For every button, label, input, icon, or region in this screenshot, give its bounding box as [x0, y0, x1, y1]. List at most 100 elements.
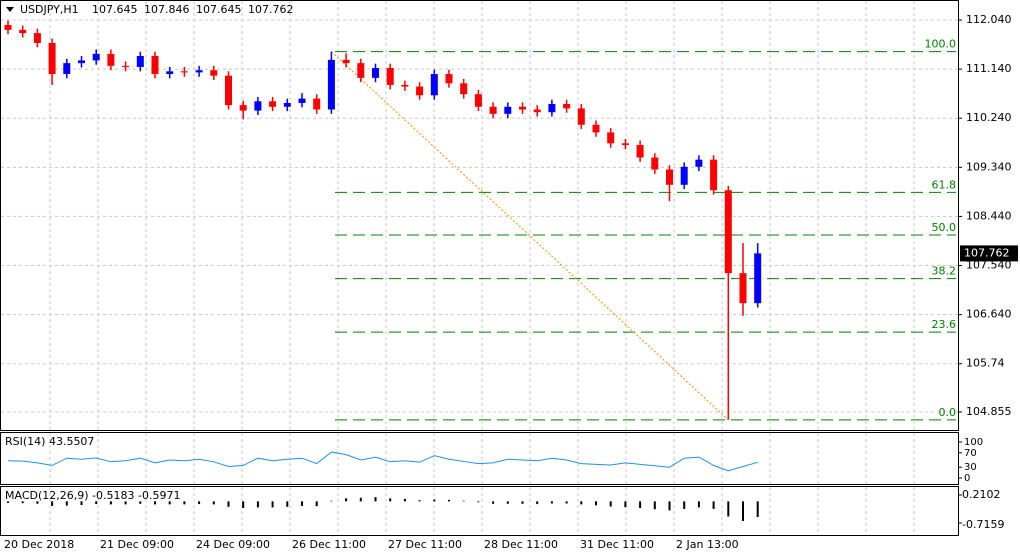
- y-tick-label: 109.340: [966, 160, 1012, 173]
- candle-body: [4, 24, 12, 30]
- macd-bar: [609, 501, 612, 507]
- panel-title: RSI(14) 43.5507: [5, 435, 94, 448]
- macd-bar: [21, 501, 24, 504]
- macd-bar: [345, 498, 348, 502]
- y-tick-label: 110.240: [966, 111, 1012, 124]
- candle-body: [195, 70, 203, 73]
- candle-body: [357, 63, 365, 78]
- candle-body: [283, 102, 291, 107]
- y-tick-label: 112.040: [966, 13, 1012, 26]
- candle-body: [445, 74, 453, 84]
- menu-arrow[interactable]: [6, 7, 14, 12]
- candle-body: [504, 106, 512, 114]
- macd-bar: [668, 501, 671, 511]
- candle-body: [563, 104, 571, 109]
- candle-body: [651, 157, 659, 170]
- last-price-label: 107.762: [964, 246, 1010, 259]
- fib-label: 100.0: [925, 38, 957, 51]
- macd-bar: [448, 499, 450, 502]
- y-tick-label: 106.640: [966, 308, 1012, 321]
- macd-bar: [727, 501, 730, 517]
- x-tick-label: 21 Dec 09:00: [100, 538, 174, 551]
- candle-body: [386, 68, 394, 85]
- y-tick-label: 108.440: [966, 209, 1012, 222]
- y-tick-label: 0: [964, 473, 970, 484]
- macd-bar: [330, 500, 333, 502]
- candle-body: [298, 98, 306, 103]
- x-tick-label: 2 Jan 13:00: [676, 538, 739, 551]
- candle-body: [19, 29, 27, 34]
- macd-bar: [256, 501, 259, 508]
- y-tick-label: 0.2102: [962, 488, 1001, 501]
- candle-body: [680, 166, 688, 185]
- candle-body: [151, 56, 159, 75]
- macd-bar: [212, 501, 215, 505]
- macd-bar: [580, 501, 583, 505]
- y-tick-label: -0.7159: [962, 518, 1004, 531]
- fib-label: 38.2: [932, 265, 957, 278]
- candle-body: [430, 74, 438, 96]
- macd-bar: [168, 501, 171, 505]
- macd-bar: [286, 501, 289, 507]
- macd-bar: [536, 501, 539, 505]
- main-panel: [0, 0, 959, 431]
- candle-body: [577, 108, 585, 125]
- x-tick-label: 28 Dec 11:00: [484, 538, 558, 551]
- candle-body: [621, 143, 629, 145]
- macd-bar: [198, 501, 201, 505]
- candle-body: [239, 105, 247, 111]
- candle-body: [474, 94, 482, 107]
- macd-bar: [683, 501, 686, 509]
- macd-bar: [521, 501, 524, 504]
- macd-bar: [433, 499, 436, 502]
- macd-bar: [7, 501, 9, 503]
- macd-bar: [462, 500, 465, 502]
- x-tick-label: 24 Dec 09:00: [196, 538, 270, 551]
- macd-panel: [0, 486, 959, 536]
- candle-body: [33, 33, 41, 43]
- x-tick-label: 31 Dec 11:00: [580, 538, 654, 551]
- candle-body: [166, 71, 174, 75]
- macd-bar: [492, 501, 495, 504]
- macd-bar: [242, 501, 245, 509]
- candle-body: [607, 132, 615, 144]
- macd-bar: [80, 501, 83, 505]
- ohlc-value: 107.846: [144, 3, 190, 16]
- candle-body: [592, 124, 600, 133]
- fib-label: 0.0: [939, 406, 957, 419]
- macd-bar: [154, 501, 156, 505]
- y-tick-label: 100: [964, 437, 983, 448]
- macd-bar: [712, 501, 715, 509]
- x-tick-label: 20 Dec 2018: [4, 538, 74, 551]
- candle-body: [225, 75, 232, 106]
- macd-bar: [183, 501, 186, 505]
- candle-body: [136, 56, 144, 67]
- candle-body: [489, 106, 497, 114]
- y-tick-label: 70: [964, 448, 977, 459]
- candle-body: [342, 59, 350, 64]
- candle-body: [724, 190, 732, 274]
- y-tick-label: 111.140: [966, 62, 1012, 75]
- last-price-box: [960, 245, 1018, 262]
- macd-bar: [756, 501, 759, 518]
- macd-bar: [109, 501, 112, 505]
- macd-bar: [477, 501, 480, 503]
- rsi-panel: [0, 432, 959, 485]
- candle-body: [180, 71, 188, 73]
- macd-bar: [374, 497, 377, 502]
- macd-bar: [403, 498, 406, 502]
- candle-body: [63, 63, 71, 75]
- candle-body: [416, 86, 424, 96]
- macd-bar: [697, 501, 700, 508]
- ohlc-value: 107.645: [196, 3, 242, 16]
- y-tick-label: 105.74: [966, 357, 1005, 370]
- y-tick-label: 104.855: [966, 405, 1012, 418]
- candle-body: [636, 144, 644, 158]
- macd-bar: [271, 501, 274, 508]
- macd-bar: [227, 501, 230, 507]
- candle-body: [48, 42, 56, 75]
- candle-body: [666, 169, 673, 185]
- macd-bar: [139, 501, 142, 504]
